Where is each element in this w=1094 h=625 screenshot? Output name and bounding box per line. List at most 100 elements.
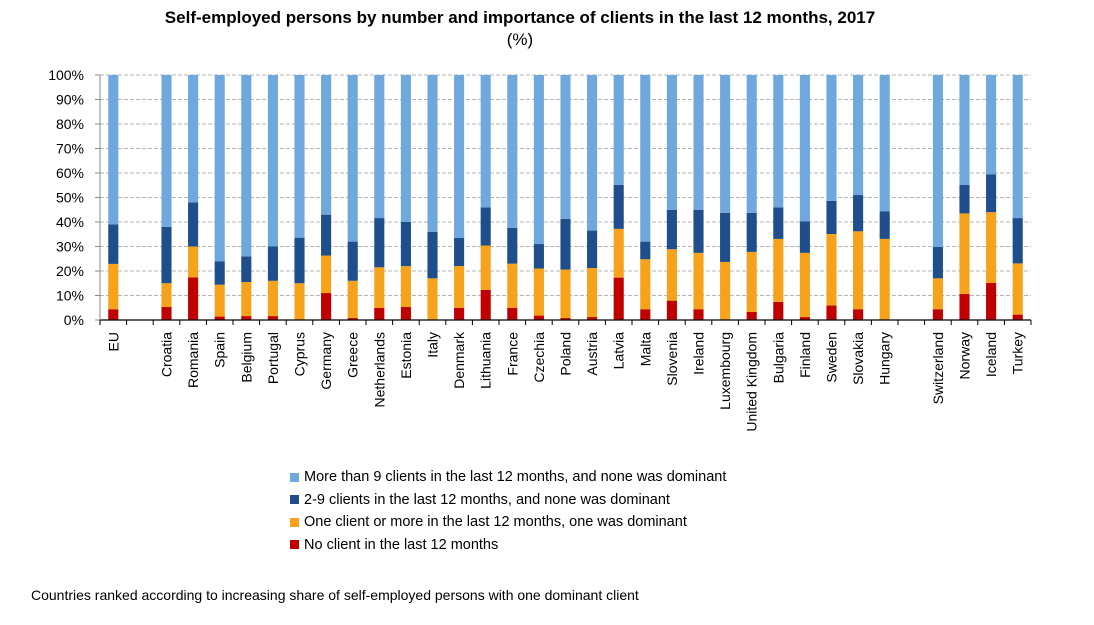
bar-segment bbox=[161, 75, 172, 227]
bar-segment bbox=[480, 207, 491, 246]
bar-segment bbox=[693, 309, 704, 320]
bar-segment bbox=[773, 75, 784, 208]
bar-segment bbox=[720, 261, 731, 320]
legend-item: One client or more in the last 12 months… bbox=[290, 511, 726, 534]
bar-segment bbox=[613, 277, 624, 320]
bar-segment bbox=[986, 283, 997, 320]
bar-segment bbox=[826, 305, 837, 320]
bar-segment bbox=[427, 278, 438, 320]
bar-segment bbox=[666, 209, 677, 250]
bar-segment bbox=[347, 318, 358, 320]
x-tick-label: Ireland bbox=[691, 332, 707, 375]
bar-segment bbox=[746, 75, 757, 213]
bar-segment bbox=[321, 293, 332, 320]
bar-segment bbox=[879, 211, 890, 239]
x-tick-label: France bbox=[504, 332, 520, 376]
bar-segment bbox=[853, 309, 864, 320]
x-tick-label: Bulgaria bbox=[770, 332, 786, 384]
bar-segment bbox=[161, 307, 172, 320]
legend-label: More than 9 clients in the last 12 month… bbox=[304, 469, 727, 486]
bar-segment bbox=[613, 75, 624, 185]
legend-label: One client or more in the last 12 months… bbox=[304, 514, 687, 531]
y-tick-label: 20% bbox=[56, 263, 84, 279]
legend-label: No client in the last 12 months bbox=[304, 536, 499, 553]
x-tick-label: Poland bbox=[558, 332, 574, 376]
bar-segment bbox=[188, 75, 199, 203]
bar-segment bbox=[108, 224, 119, 264]
x-tick-label: Belgium bbox=[238, 332, 254, 383]
bar-segment bbox=[879, 75, 890, 212]
bar-segment bbox=[533, 268, 544, 316]
bar-segment bbox=[347, 241, 358, 281]
bar-segment bbox=[241, 75, 252, 257]
x-tick-label: Turkey bbox=[1010, 332, 1026, 374]
y-tick-label: 50% bbox=[56, 190, 84, 206]
bar-segment bbox=[321, 255, 332, 294]
x-tick-label: Slovenia bbox=[664, 332, 680, 386]
bar-segment bbox=[214, 75, 225, 262]
y-tick-label: 30% bbox=[56, 239, 84, 255]
x-tick-label: Luxembourg bbox=[717, 332, 733, 410]
legend-item: No client in the last 12 months bbox=[290, 534, 726, 557]
bar-segment bbox=[267, 75, 278, 247]
bar-segment bbox=[720, 75, 731, 213]
bar-segment bbox=[826, 200, 837, 235]
bar-segment bbox=[400, 75, 411, 222]
bar-segment bbox=[693, 75, 704, 210]
bar-segment bbox=[1012, 263, 1023, 315]
bar-segment bbox=[507, 307, 518, 320]
footnote: Countries ranked according to increasing… bbox=[31, 587, 639, 603]
bar-segment bbox=[454, 237, 465, 267]
bar-segment bbox=[1012, 75, 1023, 219]
x-tick-label: Finland bbox=[797, 332, 813, 378]
bar-segment bbox=[959, 213, 970, 295]
x-tick-label: Hungary bbox=[877, 332, 893, 385]
x-tick-label: Spain bbox=[212, 332, 228, 368]
bar-segment bbox=[188, 277, 199, 320]
x-tick-label: Iceland bbox=[983, 332, 999, 377]
x-tick-label: Greece bbox=[345, 332, 361, 378]
bar-segment bbox=[932, 309, 943, 320]
bar-segment bbox=[613, 228, 624, 278]
bar-segment bbox=[507, 263, 518, 308]
x-tick-label: Cyprus bbox=[292, 332, 308, 376]
bar-segment bbox=[693, 209, 704, 253]
bar-segment bbox=[267, 280, 278, 317]
bar-segment bbox=[587, 75, 598, 231]
bar-segment bbox=[746, 212, 757, 252]
x-tick-label: Switzerland bbox=[930, 332, 946, 404]
bar-segment bbox=[267, 316, 278, 320]
stacked-bar-chart: 0% 10% 20% 30% 40% 50% 60% 70% 80% 90% 100% EU Croat… bbox=[48, 67, 1032, 432]
bar-segment bbox=[1012, 314, 1023, 320]
legend-swatch bbox=[290, 540, 299, 550]
bar-segment bbox=[188, 202, 199, 247]
x-tick-label: Italy bbox=[425, 332, 441, 358]
bar-segment bbox=[746, 251, 757, 312]
legend-label: 2-9 clients in the last 12 months, and n… bbox=[304, 491, 670, 508]
x-tick-label: Malta bbox=[637, 332, 653, 366]
x-tick-label: Czechia bbox=[531, 332, 547, 383]
bar-segment bbox=[587, 268, 598, 318]
bar-segment bbox=[560, 269, 571, 319]
bar-segment bbox=[693, 252, 704, 310]
bar-segment bbox=[321, 214, 332, 256]
bar-segment bbox=[666, 249, 677, 301]
x-tick-label: Netherlands bbox=[371, 332, 387, 408]
bar-segment bbox=[507, 75, 518, 228]
bar-segment bbox=[986, 174, 997, 213]
bar-segment bbox=[454, 75, 465, 238]
bar-segment bbox=[241, 256, 252, 283]
bar-segment bbox=[1012, 218, 1023, 264]
bar-segment bbox=[108, 309, 119, 320]
bar-segment bbox=[214, 284, 225, 317]
bar-segment bbox=[480, 245, 491, 290]
legend-item: 2-9 clients in the last 12 months, and n… bbox=[290, 489, 726, 512]
bar-segment bbox=[587, 317, 598, 320]
bar-segment bbox=[587, 230, 598, 269]
bar-segment bbox=[161, 283, 172, 308]
y-tick-label: 10% bbox=[56, 288, 84, 304]
bar-segment bbox=[161, 226, 172, 284]
bar-segment bbox=[374, 218, 385, 268]
bar-segment bbox=[666, 75, 677, 210]
bar-segment bbox=[746, 311, 757, 320]
